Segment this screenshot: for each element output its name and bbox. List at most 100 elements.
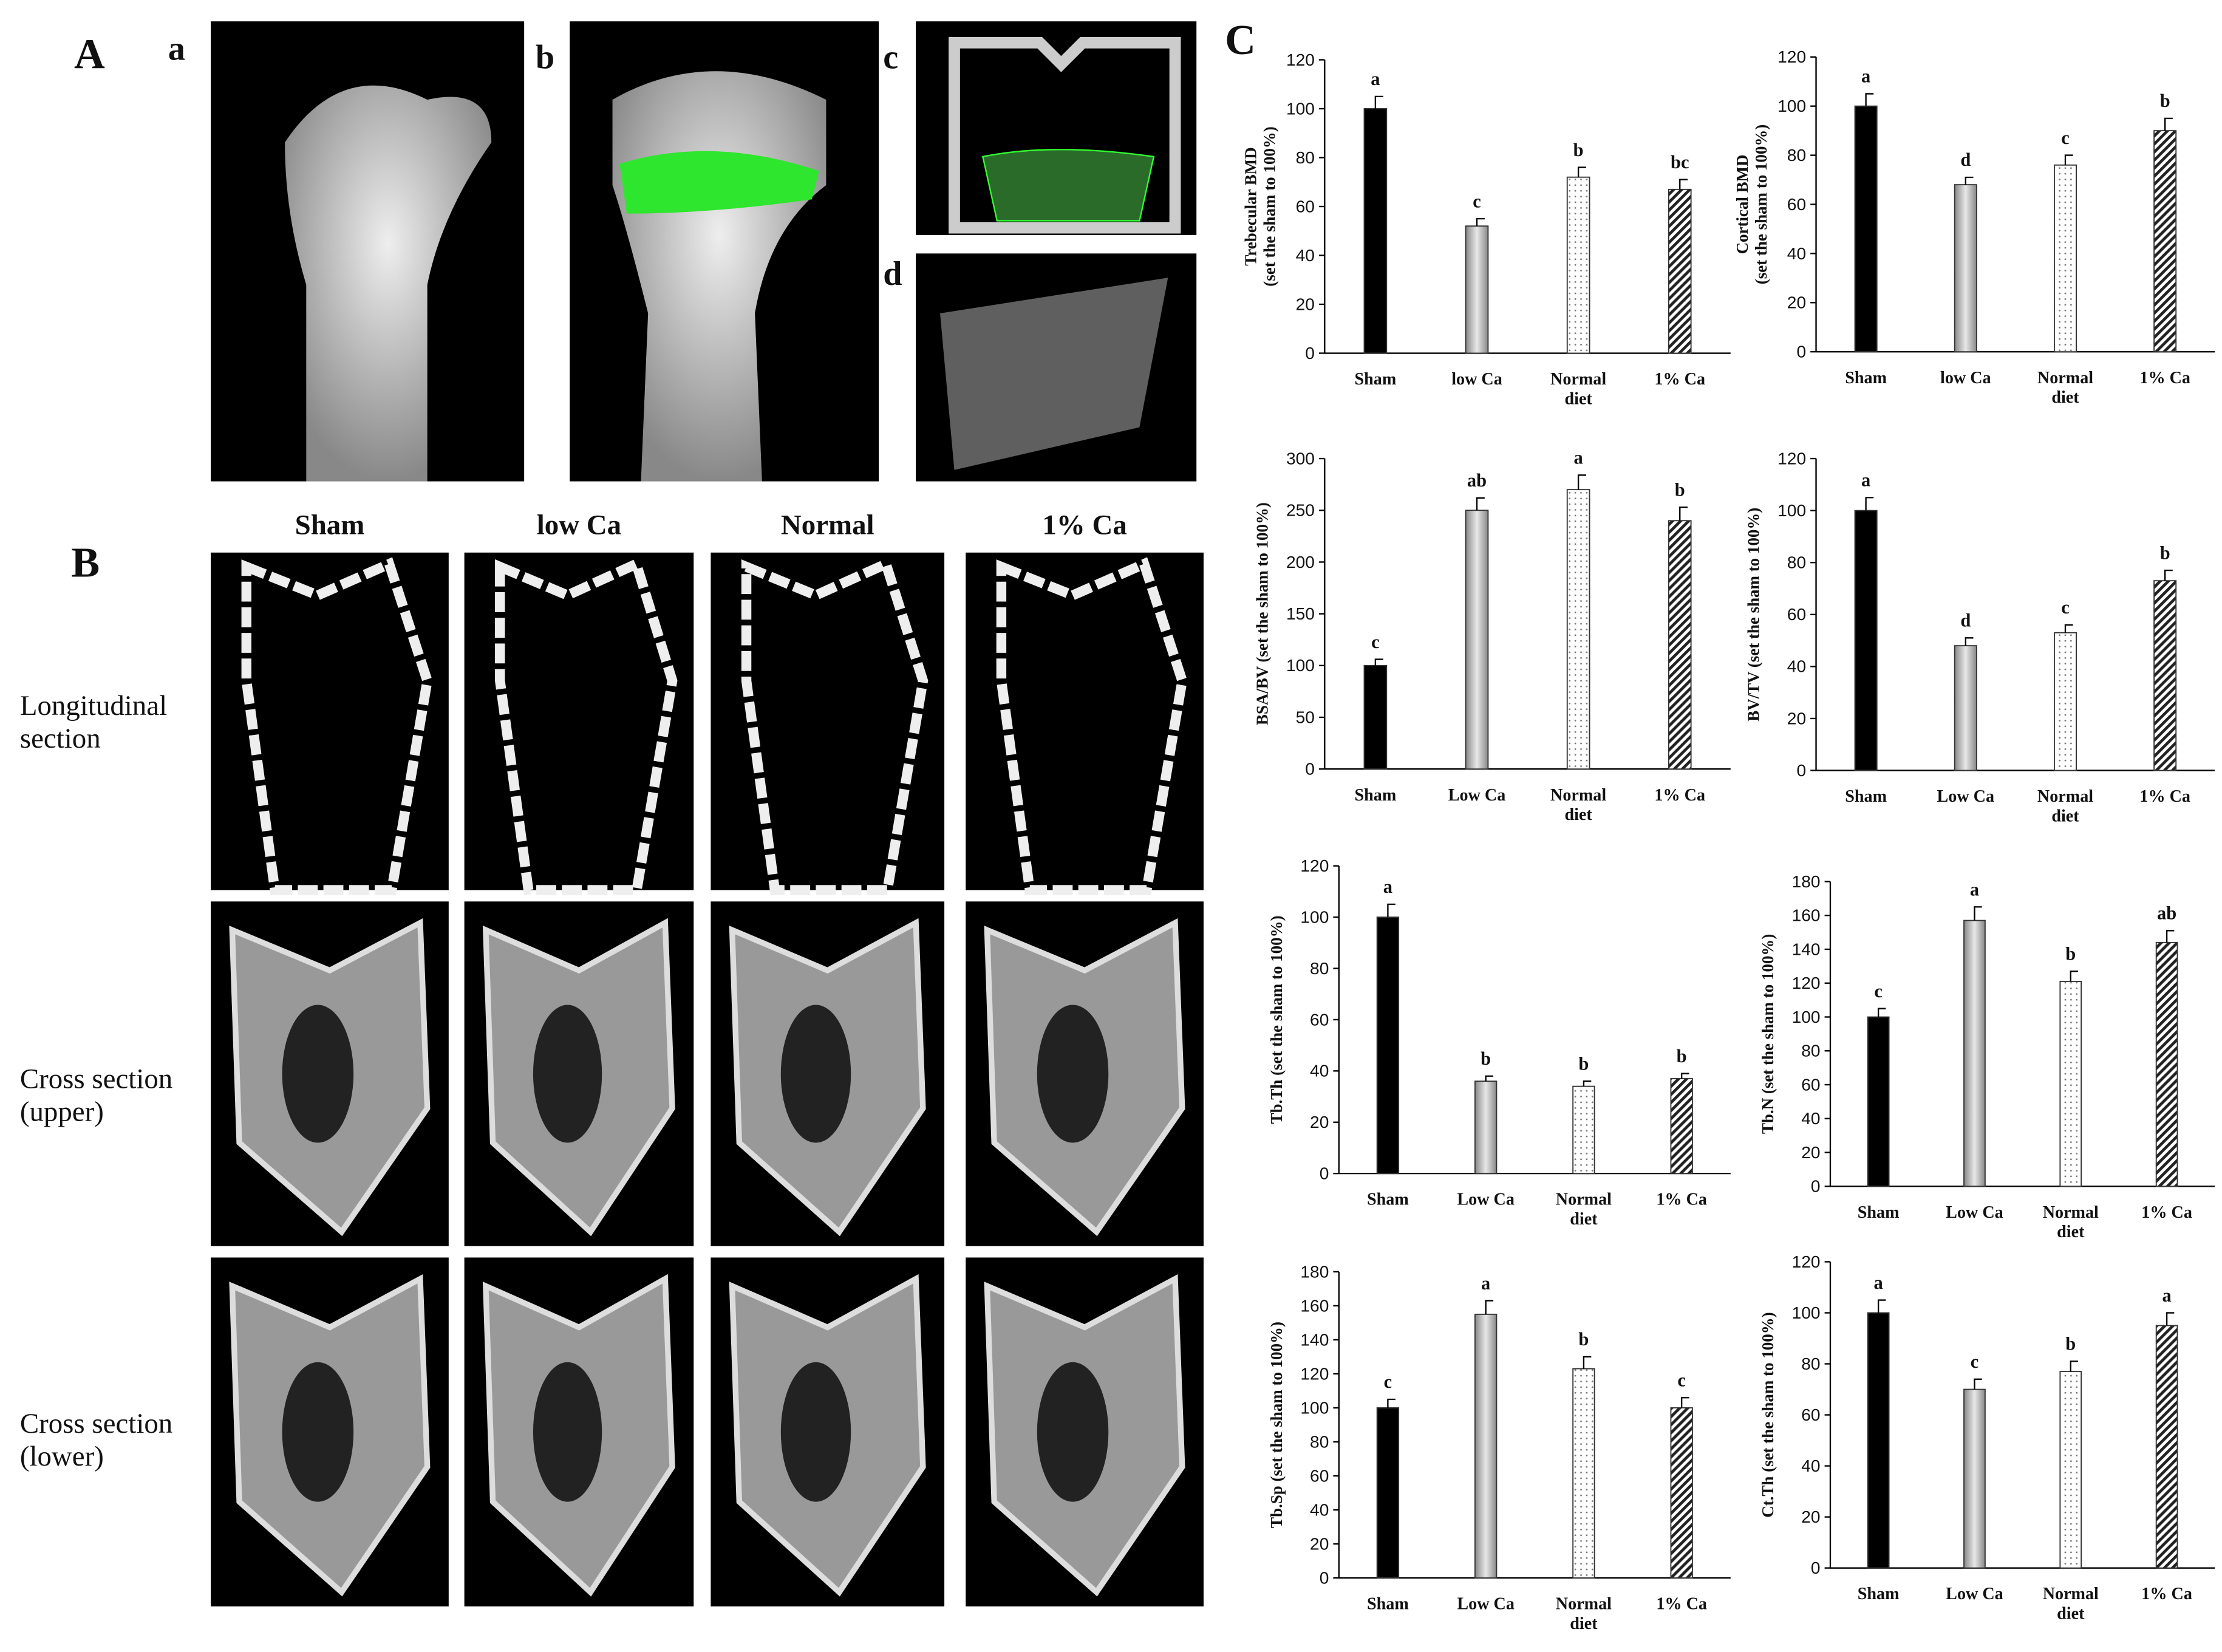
x-tick-label: Sham [1858, 1585, 1900, 1603]
image-panel [211, 552, 449, 890]
y-tick-label: 20 [1296, 295, 1315, 313]
significance-letter: a [1371, 69, 1380, 89]
significance-letter: b [1675, 479, 1685, 500]
marrow [282, 1362, 354, 1502]
y-tick-label: 80 [1787, 146, 1806, 165]
y-tick-label: 200 [1286, 553, 1315, 572]
bar [1376, 916, 1400, 1175]
roi-overlay [981, 149, 1155, 222]
x-tick-label: Normal diet [2037, 787, 2093, 825]
x-tick-label: low Ca [1940, 369, 1991, 387]
error-bar [1387, 903, 1396, 918]
x-tick-label: Sham [1367, 1190, 1409, 1209]
bar [1963, 1388, 1986, 1569]
bar [1867, 1016, 1890, 1187]
significance-letter: c [1971, 1351, 1979, 1372]
y-tick-label: 100 [1300, 907, 1329, 926]
y-tick-label: 80 [1296, 148, 1315, 167]
marrow [282, 1005, 354, 1143]
x-tick-label: Low Ca [1946, 1585, 2003, 1603]
significance-letter: c [2061, 597, 2070, 618]
significance-letter: ab [1467, 470, 1487, 491]
column-label: Normal [781, 509, 874, 541]
roi-overlay [619, 151, 819, 214]
bar [1854, 105, 1878, 353]
y-tick-label: 60 [1296, 197, 1315, 216]
trabecular-volume [940, 278, 1168, 470]
y-tick-label: 40 [1801, 1109, 1820, 1128]
marrow [533, 1362, 602, 1502]
bar-chart: 0 20 40 60 80 100 120 Trebecular BMD(set the sh… [1242, 50, 1731, 408]
significance-letter: d [1960, 610, 1971, 631]
panel-label: a [168, 30, 185, 67]
y-tick-label: 120 [1777, 449, 1806, 468]
y-tick-label: 120 [1300, 856, 1329, 875]
x-tick-label: 1% Ca [2139, 787, 2190, 806]
y-tick-label: 40 [1787, 244, 1806, 263]
significance-letter: bc [1671, 152, 1689, 172]
y-tick-label: 100 [1286, 656, 1315, 675]
x-tick-label: Normal diet [1556, 1595, 1612, 1633]
significance-letter: c [2061, 128, 2070, 148]
error-bar [1681, 1073, 1689, 1079]
marrow [780, 1362, 851, 1502]
x-tick-label: Low Ca [1946, 1203, 2003, 1222]
y-axis-label: Tb.N (set the sham to 100%) [1759, 934, 1777, 1134]
significance-letter: a [1970, 879, 1979, 900]
x-tick-label: Sham [1858, 1203, 1900, 1222]
significance-letter: b [2065, 1334, 2076, 1354]
y-tick-label: 60 [1787, 195, 1806, 214]
y-tick-label: 0 [1305, 344, 1315, 363]
significance-letter: a [1874, 1272, 1883, 1293]
error-bar [1577, 166, 1586, 177]
row-label: Cross section (upper) [20, 1063, 172, 1127]
error-bar [2070, 971, 2078, 981]
error-bar [2164, 117, 2173, 131]
error-bar [1476, 217, 1485, 227]
bar-chart: 0 20 40 60 80 100 120 140 160 180 Tb.Sp (set the s… [1267, 1262, 1731, 1633]
bar [2153, 130, 2177, 353]
error-bar [1974, 1378, 1982, 1390]
bar [1465, 510, 1489, 770]
bar [1963, 920, 1986, 1187]
bar [1867, 1312, 1890, 1569]
marrow [1037, 1362, 1109, 1502]
y-tick-label: 0 [1811, 1177, 1821, 1196]
y-tick-label: 300 [1286, 449, 1315, 468]
error-bar [2166, 1312, 2175, 1326]
column-label: 1% Ca [1042, 509, 1126, 541]
image-panels [211, 21, 1204, 1606]
bar-chart: 0 20 40 60 80 100 120 BV/TV (set the sham to 10… [1745, 449, 2215, 825]
x-tick-label: 1% Ca [2139, 369, 2190, 387]
error-bar [1974, 906, 1982, 921]
x-tick-label: Low Ca [1457, 1190, 1515, 1209]
section-images [211, 552, 1204, 1606]
error-bar [2164, 569, 2173, 581]
y-axis-label: Ct.Th (set the sham to 100%) [1759, 1312, 1777, 1517]
y-tick-label: 0 [1320, 1568, 1329, 1587]
significance-letter: b [1481, 1048, 1491, 1069]
y-tick-label: 140 [1300, 1330, 1329, 1349]
row-label: Cross section (lower) [20, 1408, 172, 1472]
error-bar [2064, 154, 2073, 165]
y-tick-label: 80 [1310, 959, 1329, 978]
y-tick-label: 20 [1801, 1507, 1820, 1526]
y-tick-label: 100 [1777, 97, 1806, 115]
bar [1668, 520, 1692, 770]
bone-section [741, 557, 929, 895]
bar [1465, 225, 1489, 354]
x-tick-label: Low Ca [1457, 1595, 1515, 1614]
x-tick-label: Normal diet [2037, 369, 2093, 407]
bar [1474, 1314, 1498, 1579]
y-tick-label: 100 [1792, 1303, 1821, 1322]
significance-letter: c [1874, 981, 1883, 1002]
marrow [533, 1005, 602, 1143]
error-bar [1965, 176, 1974, 185]
column-label: Sham [295, 509, 365, 541]
y-tick-label: 60 [1310, 1010, 1329, 1029]
error-bar [1679, 179, 1688, 189]
y-tick-label: 0 [1320, 1164, 1329, 1183]
y-tick-label: 40 [1296, 246, 1315, 265]
y-tick-label: 40 [1310, 1062, 1329, 1080]
